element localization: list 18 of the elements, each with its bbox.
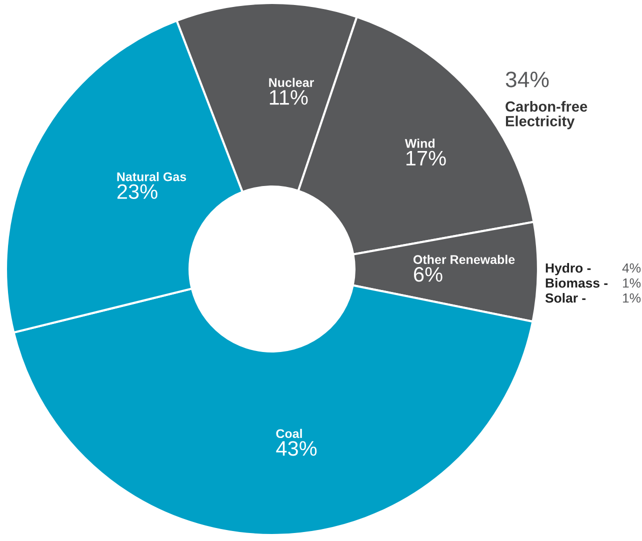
text: Biomass - xyxy=(546,278,608,288)
text: 1% xyxy=(623,293,641,303)
slice-label: Nuclear xyxy=(269,78,314,88)
text: Solar - xyxy=(545,293,586,303)
slice-label: Other Renewable xyxy=(413,254,515,264)
text: 34% xyxy=(506,72,549,88)
text: Carbon-free Electricity xyxy=(506,101,588,130)
data-label: 43% xyxy=(276,441,317,456)
data-label: 17% xyxy=(406,150,446,166)
data-label: 6% xyxy=(414,267,442,282)
slice-label: Coal xyxy=(276,428,302,438)
data-label: 23% xyxy=(117,184,158,199)
text: Hydro - xyxy=(546,263,591,276)
text: 4% xyxy=(622,263,641,273)
slice-label: Natural Gas xyxy=(117,172,186,182)
data-label: 11% xyxy=(270,90,308,105)
text: 1% xyxy=(623,278,641,288)
slice-label: Wind xyxy=(404,138,435,148)
